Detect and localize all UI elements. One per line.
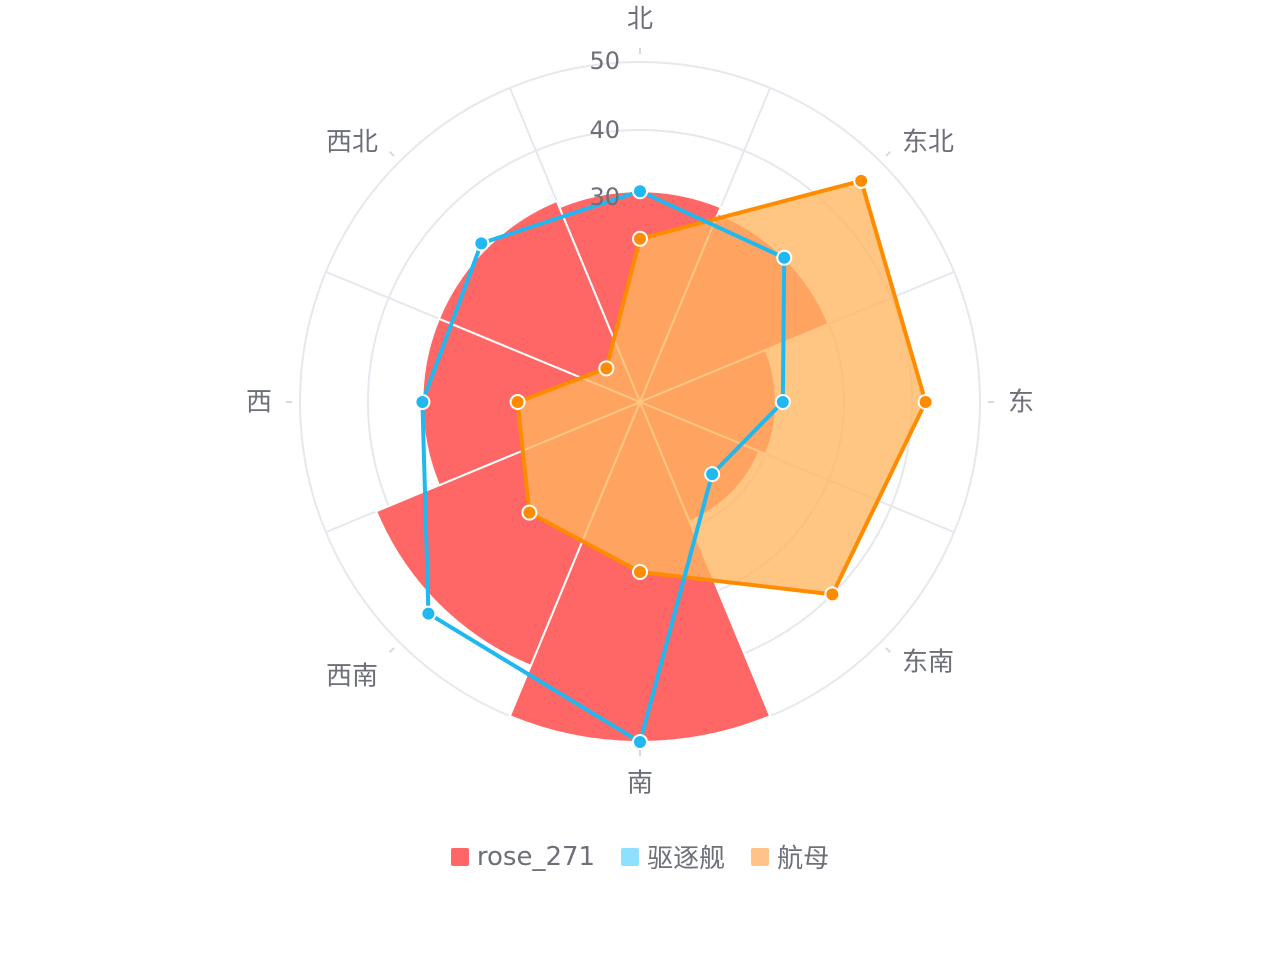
radius-tick-label-40: 40	[589, 116, 620, 144]
legend-swatch-rose	[450, 847, 469, 866]
destroyer-point-5[interactable]	[420, 605, 437, 622]
destroyer-point-3[interactable]	[704, 466, 721, 483]
destroyer-point-6[interactable]	[414, 394, 431, 410]
direction-label-dir-6: 西	[246, 388, 272, 418]
legend-item-destroyer[interactable]: 驱逐舰	[621, 838, 725, 875]
angle-tick-7	[388, 150, 395, 157]
angle-tick-1	[885, 150, 892, 157]
carrier-point-2[interactable]	[917, 394, 934, 410]
legend-swatch-destroyer	[621, 847, 640, 866]
legend-label-destroyer: 驱逐舰	[647, 844, 726, 874]
carrier-point-1[interactable]	[853, 172, 870, 189]
carrier-point-4[interactable]	[632, 564, 648, 580]
angle-tick-3	[885, 647, 892, 654]
radius-tick-label-30: 30	[589, 183, 620, 211]
angle-tick-5	[388, 647, 395, 654]
carrier-point-6[interactable]	[509, 394, 526, 410]
direction-label-dir-7: 西北	[326, 128, 378, 158]
direction-label-dir-5: 西南	[326, 662, 378, 692]
destroyer-point-0[interactable]	[632, 183, 648, 200]
carrier-point-7[interactable]	[598, 360, 615, 377]
legend-label-carrier: 航母	[777, 844, 830, 874]
destroyer-point-2[interactable]	[774, 394, 791, 410]
direction-label-dir-1: 东北	[902, 128, 954, 158]
destroyer-point-7[interactable]	[473, 235, 490, 252]
radius-tick-label-50: 50	[589, 47, 620, 75]
legend-swatch-carrier	[751, 847, 770, 866]
legend-label-rose: rose_271	[476, 841, 596, 872]
line-layer	[414, 172, 934, 750]
direction-label-dir-2: 东	[1008, 388, 1034, 418]
legend-item-rose[interactable]: rose_271	[450, 841, 596, 872]
direction-label-dir-3: 东南	[902, 648, 954, 678]
direction-label-dir-0: 北	[627, 5, 653, 35]
destroyer-point-4[interactable]	[632, 734, 648, 750]
legend: rose_271 驱逐舰 航母	[0, 838, 1280, 875]
carrier-point-3[interactable]	[824, 586, 841, 603]
legend-item-carrier[interactable]: 航母	[751, 838, 829, 875]
direction-label-dir-4: 南	[627, 769, 653, 799]
destroyer-point-1[interactable]	[776, 249, 793, 266]
carrier-point-0[interactable]	[632, 230, 648, 247]
carrier-point-5[interactable]	[521, 504, 538, 521]
